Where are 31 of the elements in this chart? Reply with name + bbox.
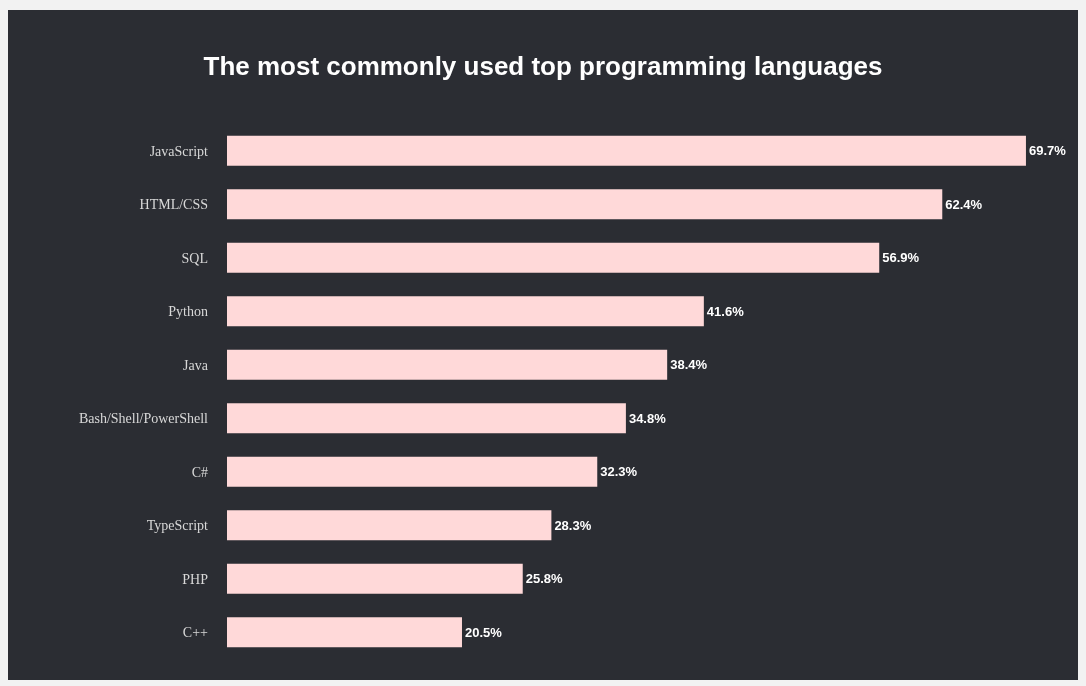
bar	[227, 296, 704, 327]
y-tick-label: Python	[168, 304, 208, 320]
bar	[227, 403, 626, 434]
data-label: 38.4%	[670, 357, 708, 373]
data-label: 34.8%	[628, 410, 667, 426]
y-tick-label: Java	[183, 357, 209, 373]
y-tick-label: HTML/CSS	[139, 197, 208, 213]
bar	[227, 456, 598, 487]
y-tick-label: JavaScript	[149, 143, 209, 159]
data-label: 20.5%	[464, 624, 503, 640]
bar	[227, 563, 523, 594]
bar	[227, 189, 943, 220]
data-label: 62.4%	[945, 196, 983, 212]
data-label: 41.6%	[706, 303, 745, 319]
bar	[227, 510, 552, 541]
bar	[227, 242, 880, 273]
data-label: 25.8%	[525, 571, 564, 587]
data-label: 56.9%	[882, 250, 920, 266]
chart-title: The most commonly used top programming languages	[203, 51, 883, 82]
bar	[227, 349, 668, 380]
y-tick-label: TypeScript	[146, 518, 209, 534]
data-label: 28.3%	[554, 517, 592, 533]
data-label: 69.7%	[1028, 143, 1067, 159]
y-tick-label: C++	[182, 625, 209, 641]
y-tick-label: Bash/Shell/PowerShell	[78, 411, 209, 427]
bar	[227, 135, 1026, 166]
y-tick-label: C#	[191, 464, 208, 480]
bar	[227, 617, 462, 648]
data-label: 32.3%	[600, 464, 638, 480]
y-tick-label: PHP	[182, 571, 209, 587]
y-tick-label: SQL	[181, 250, 208, 266]
